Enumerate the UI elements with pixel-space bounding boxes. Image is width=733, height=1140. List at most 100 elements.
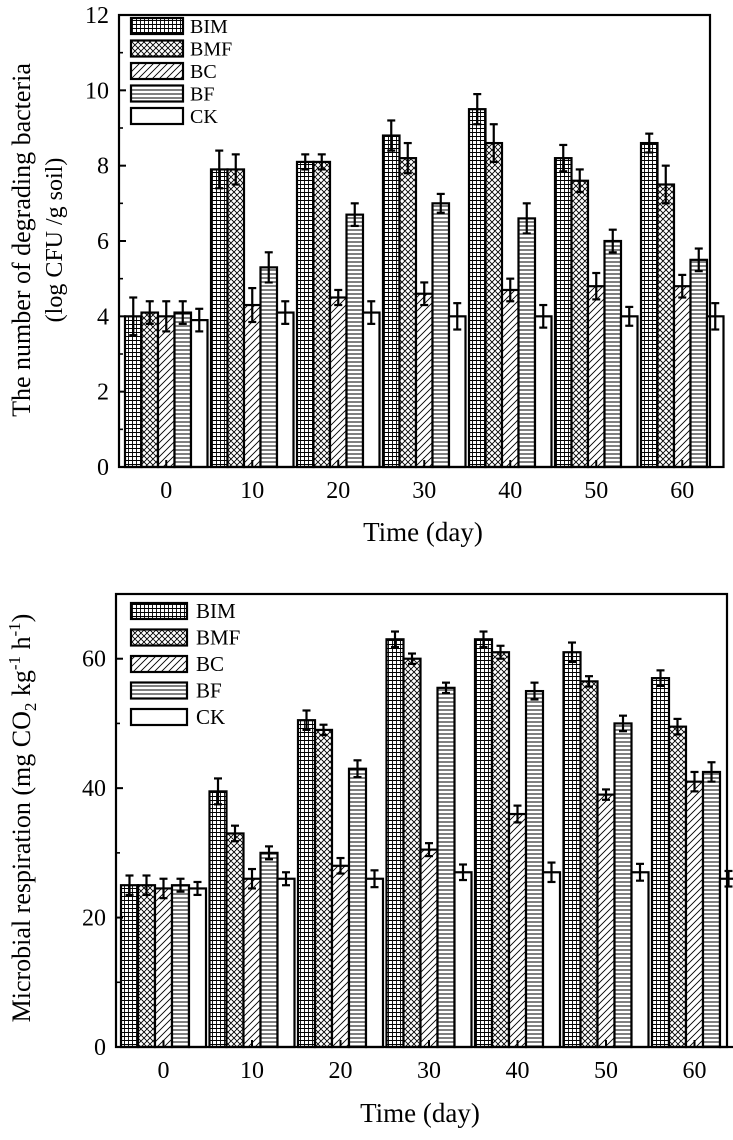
chart2-x-tick-label: 60 <box>683 1058 707 1084</box>
chart1-legend-swatch-bim <box>129 16 185 36</box>
chart1-error-bar-bf-60 <box>694 247 703 273</box>
chart1-legend-label-bc: BC <box>190 61 217 83</box>
chart2-bar-bim-20 <box>296 719 317 1049</box>
chart2-error-bar-bc-40 <box>513 804 522 824</box>
chart2-y-tick-label: 0 <box>94 1035 106 1061</box>
chart1-bar-bc-10 <box>242 303 262 469</box>
chart1-legend-label-bmf: BMF <box>190 39 232 61</box>
chart2-bar-bmf-50 <box>579 680 599 1049</box>
chart1-error-bar-bim-50 <box>559 143 568 173</box>
chart2-error-bar-ck-40 <box>547 861 556 884</box>
chart1-bars <box>123 92 725 469</box>
chart1-error-bar-bc-50 <box>592 271 601 301</box>
chart2-bar-bim-60 <box>650 677 671 1049</box>
chart1-error-bar-ck-60 <box>711 302 720 331</box>
chart1-error-bar-bc-20 <box>334 288 343 307</box>
chart2-bar-bmf-30 <box>402 657 422 1049</box>
chart1-legend-swatch-ck <box>129 106 185 126</box>
chart2-bar-bf-40 <box>524 689 545 1049</box>
chart1-error-bar-bim-0 <box>129 296 138 337</box>
chart2-error-bar-bf-10 <box>265 845 273 861</box>
chart1-y-axis-label: The number of degrading bacteria <box>7 63 36 417</box>
chart2-bar-ck-20 <box>364 877 385 1049</box>
chart1-error-bar-ck-50 <box>625 305 634 327</box>
chart1-error-bar-bmf-60 <box>661 164 670 205</box>
chart1-axes: 0 2 4 6 8 10 12 0 10 20 30 40 50 60 <box>85 3 712 504</box>
chart1-y-tick-label: 10 <box>85 78 109 104</box>
chart1-error-bar-bf-10 <box>264 251 273 284</box>
chart2-legend-swatch-bf <box>129 681 189 700</box>
chart2-bar-ck-50 <box>630 871 650 1049</box>
chart1-bar-bim-0 <box>123 315 143 469</box>
chart1-error-bar-bmf-40 <box>489 123 498 163</box>
chart2-legend-swatch-ck <box>129 707 189 727</box>
chart2-bar-bf-20 <box>347 767 368 1049</box>
chart2-bar-bc-0 <box>153 887 174 1049</box>
chart2-error-bar-ck-20 <box>370 869 379 889</box>
chart2-error-bar-bim-40 <box>479 630 488 649</box>
chart1-bar-bmf-50 <box>570 179 590 469</box>
chart2-bar-bf-50 <box>613 722 633 1049</box>
chart1-bar-bim-40 <box>467 108 487 469</box>
chart2-error-bar-bim-10 <box>214 777 222 806</box>
chart1-y-axis-sublabel: (log CFU /g soil) <box>42 158 68 323</box>
chart1-bar-bc-50 <box>586 285 606 469</box>
chart1-error-bar-bim-10 <box>215 149 224 190</box>
chart2-error-bar-ck-30 <box>459 863 467 882</box>
chart2-bar-bmf-60 <box>667 725 688 1049</box>
chart1-error-bar-ck-10 <box>281 300 290 325</box>
chart1-legend-label-bf: BF <box>190 84 214 106</box>
chart2-bar-bc-10 <box>242 877 262 1049</box>
chart1-error-bar-bc-40 <box>506 277 515 303</box>
chart1-bar-bc-20 <box>328 296 348 469</box>
chart2-bar-bim-30 <box>385 638 405 1049</box>
chart2-plot-frame <box>114 592 729 1049</box>
chart2-legend-label-bmf: BMF <box>196 626 240 650</box>
chart1-bar-bf-60 <box>689 258 709 469</box>
chart2-x-tick-label: 0 <box>158 1058 170 1084</box>
chart2-bar-bim-50 <box>562 651 582 1049</box>
chart2-error-bar-bc-0 <box>159 877 168 900</box>
chart1-bar-bim-30 <box>381 134 401 469</box>
chart1-bar-bf-10 <box>259 266 279 469</box>
chart2-legend-label-ck: CK <box>196 705 225 729</box>
chart1-error-bar-bim-30 <box>387 119 396 152</box>
chart2-legend-label-bf: BF <box>196 679 222 703</box>
chart1-x-tick-label: 40 <box>498 478 522 504</box>
chart1-bar-bf-40 <box>517 217 537 469</box>
chart1-error-bar-ck-20 <box>367 300 376 325</box>
chart1-x-tick-label: 60 <box>670 478 694 504</box>
chart1-x-tick-label: 20 <box>326 478 350 504</box>
chart2-error-bar-bmf-0 <box>142 874 151 897</box>
chart1-x-tick-label: 10 <box>240 478 264 504</box>
chart2-bar-bc-20 <box>330 864 351 1049</box>
chart1-bar-bmf-60 <box>656 183 676 469</box>
chart1-bar-bc-60 <box>672 285 692 469</box>
chart2-bar-bc-30 <box>419 848 439 1049</box>
chart2-error-bar-bf-40 <box>530 681 539 701</box>
chart2-bar-ck-10 <box>276 877 296 1049</box>
chart2-error-bar-ck-50 <box>636 862 644 882</box>
chart2-axes: 0 20 40 60 0 10 20 30 40 50 60 <box>82 592 729 1084</box>
chart2-x-axis-label: Time (day) <box>360 1098 480 1128</box>
chart1-bar-bim-10 <box>209 168 229 469</box>
chart2-error-bar-bmf-60 <box>673 717 682 736</box>
chart1-error-bar-bim-40 <box>473 92 482 126</box>
chart2-y-tick-label: 60 <box>82 647 106 673</box>
chart1-error-bar-ck-0 <box>195 307 204 333</box>
chart2-error-bar-bmf-50 <box>585 675 593 688</box>
chart2-bar-bf-60 <box>701 770 722 1049</box>
chart2-error-bar-bc-60 <box>690 770 699 793</box>
chart2-bar-bf-30 <box>436 686 456 1049</box>
chart2-bar-bim-40 <box>473 638 494 1049</box>
chart2-y-axis-label: Microbial respiration (mg CO2 kg-1 h-1) <box>5 614 40 1023</box>
chart2-error-bar-bf-50 <box>619 714 627 733</box>
chart1-bar-bmf-30 <box>398 157 418 469</box>
chart1-bar-bc-0 <box>156 315 176 469</box>
chart1-bar-ck-0 <box>189 319 209 469</box>
chart1-bar-bc-30 <box>414 292 434 469</box>
chart1-error-bar-bc-10 <box>248 286 257 324</box>
chart1-error-bar-bc-30 <box>420 281 429 307</box>
